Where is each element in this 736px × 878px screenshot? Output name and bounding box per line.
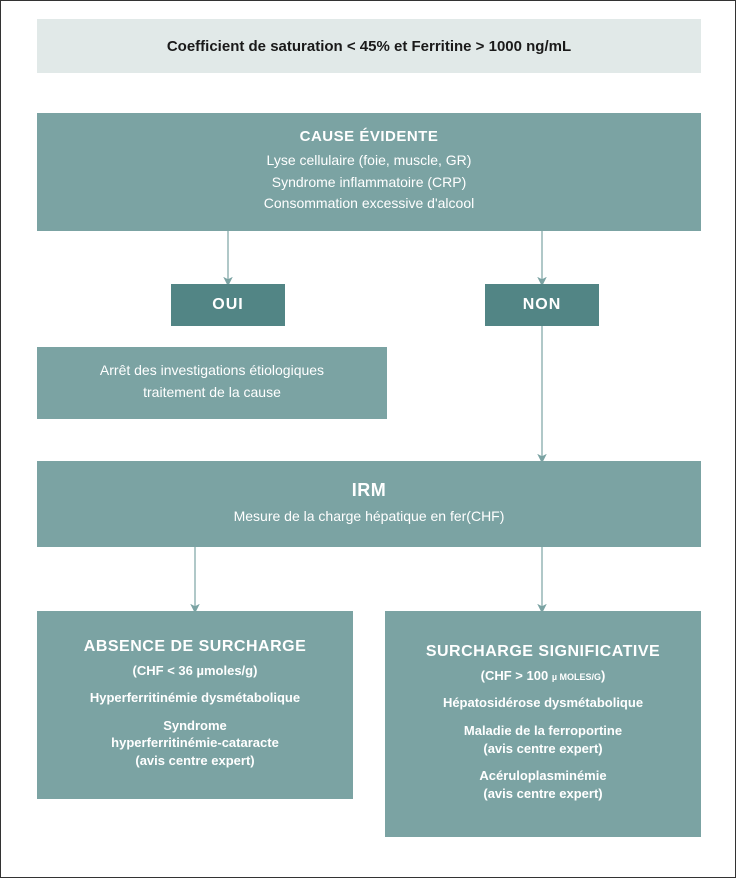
surcharge-box: SURCHARGE SIGNIFICATIVE (CHF > 100 µ MOL…	[385, 611, 701, 837]
flowchart-container: Coefficient de saturation < 45% et Ferri…	[0, 0, 736, 878]
surcharge-line1: Hépatosidérose dysmétabolique	[443, 694, 643, 712]
absence-line2a: Syndrome	[163, 717, 227, 735]
oui-box: OUI	[171, 284, 285, 326]
cause-line-3: Consommation excessive d'alcool	[264, 194, 474, 213]
cause-line-1: Lyse cellulaire (foie, muscle, GR)	[267, 151, 472, 170]
arret-line-2: traitement de la cause	[143, 383, 281, 402]
absence-line2b: hyperferritinémie-cataracte	[111, 734, 279, 752]
arret-line-1: Arrêt des investigations étiologiques	[100, 361, 324, 380]
surcharge-line3b: (avis centre expert)	[483, 785, 602, 803]
irm-sub: Mesure de la charge hépatique en fer(CHF…	[234, 507, 505, 526]
surcharge-sub1-post: )	[601, 668, 605, 683]
non-box: NON	[485, 284, 599, 326]
cause-title: CAUSE ÉVIDENTE	[300, 128, 439, 145]
header-text: Coefficient de saturation < 45% et Ferri…	[167, 38, 571, 55]
surcharge-title: SURCHARGE SIGNIFICATIVE	[426, 643, 660, 661]
absence-title: ABSENCE DE SURCHARGE	[84, 638, 306, 656]
surcharge-line2a: Maladie de la ferroportine	[464, 722, 622, 740]
surcharge-sub1-pre: (CHF > 100	[481, 668, 552, 683]
header-box: Coefficient de saturation < 45% et Ferri…	[37, 19, 701, 73]
oui-text: OUI	[212, 296, 243, 314]
absence-line2c: (avis centre expert)	[135, 752, 254, 770]
arret-box: Arrêt des investigations étiologiques tr…	[37, 347, 387, 419]
absence-box: ABSENCE DE SURCHARGE (CHF < 36 µmoles/g)…	[37, 611, 353, 799]
surcharge-line2b: (avis centre expert)	[483, 740, 602, 758]
surcharge-sub1: (CHF > 100 µ MOLES/G)	[481, 667, 606, 685]
cause-box: CAUSE ÉVIDENTE Lyse cellulaire (foie, mu…	[37, 113, 701, 231]
absence-line1: Hyperferritinémie dysmétabolique	[90, 689, 300, 707]
irm-box: IRM Mesure de la charge hépatique en fer…	[37, 461, 701, 547]
non-text: NON	[523, 296, 562, 314]
surcharge-sub1-unit: µ MOLES/G	[552, 672, 601, 682]
irm-title: IRM	[352, 480, 387, 501]
absence-sub1: (CHF < 36 µmoles/g)	[133, 662, 258, 680]
surcharge-line3a: Acéruloplasminémie	[479, 767, 606, 785]
cause-line-2: Syndrome inflammatoire (CRP)	[272, 173, 467, 192]
